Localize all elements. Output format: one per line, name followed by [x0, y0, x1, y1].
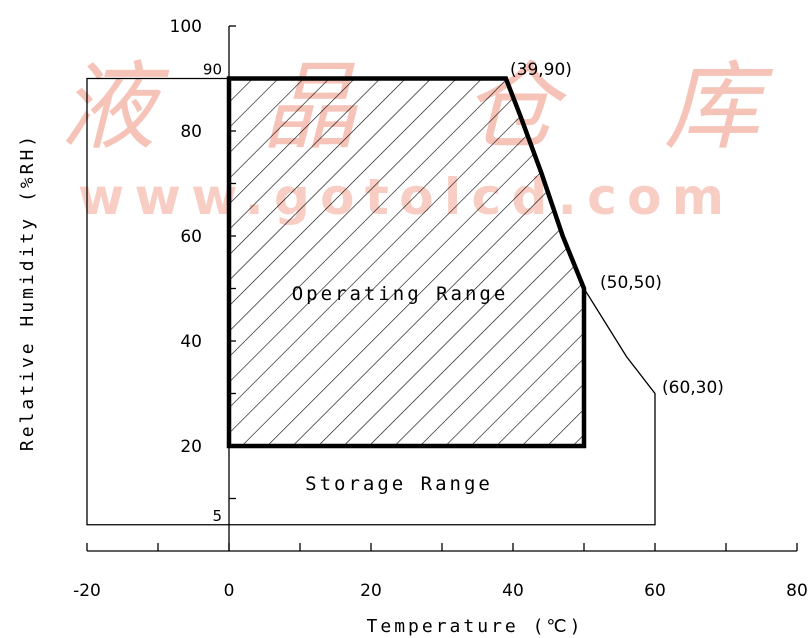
annotation-60-30: (60,30)	[662, 378, 724, 398]
plot-area: -20 0 20 40 60 80 20 40 60 80 100 90 5	[73, 17, 808, 601]
storage-range-label: Storage Range	[305, 473, 493, 495]
x-axis-title: Temperature (℃)	[367, 616, 584, 637]
annotation-50-50: (50,50)	[600, 273, 662, 293]
y-tick-label-40: 40	[180, 332, 202, 352]
x-tick-label-60: 60	[644, 581, 666, 601]
operating-range-area	[226, 76, 587, 449]
ref-label-90: 90	[203, 61, 222, 79]
x-tick-label-0: 0	[224, 581, 235, 601]
y-tick-label-80: 80	[180, 122, 202, 142]
y-tick-label-20: 20	[180, 437, 202, 457]
y-axis-title: Relative Humidity (%RH)	[17, 133, 38, 451]
ref-label-5: 5	[212, 507, 222, 525]
operating-range-label: Operating Range	[292, 283, 509, 305]
x-tick-label-80: 80	[786, 581, 808, 601]
x-tick-label-20: 20	[360, 581, 382, 601]
y-tick-label-100: 100	[170, 17, 202, 37]
x-tick-label--20: -20	[73, 581, 101, 601]
annotation-39-90: (39,90)	[510, 60, 572, 80]
y-tick-label-60: 60	[180, 227, 202, 247]
x-tick-label-40: 40	[502, 581, 524, 601]
